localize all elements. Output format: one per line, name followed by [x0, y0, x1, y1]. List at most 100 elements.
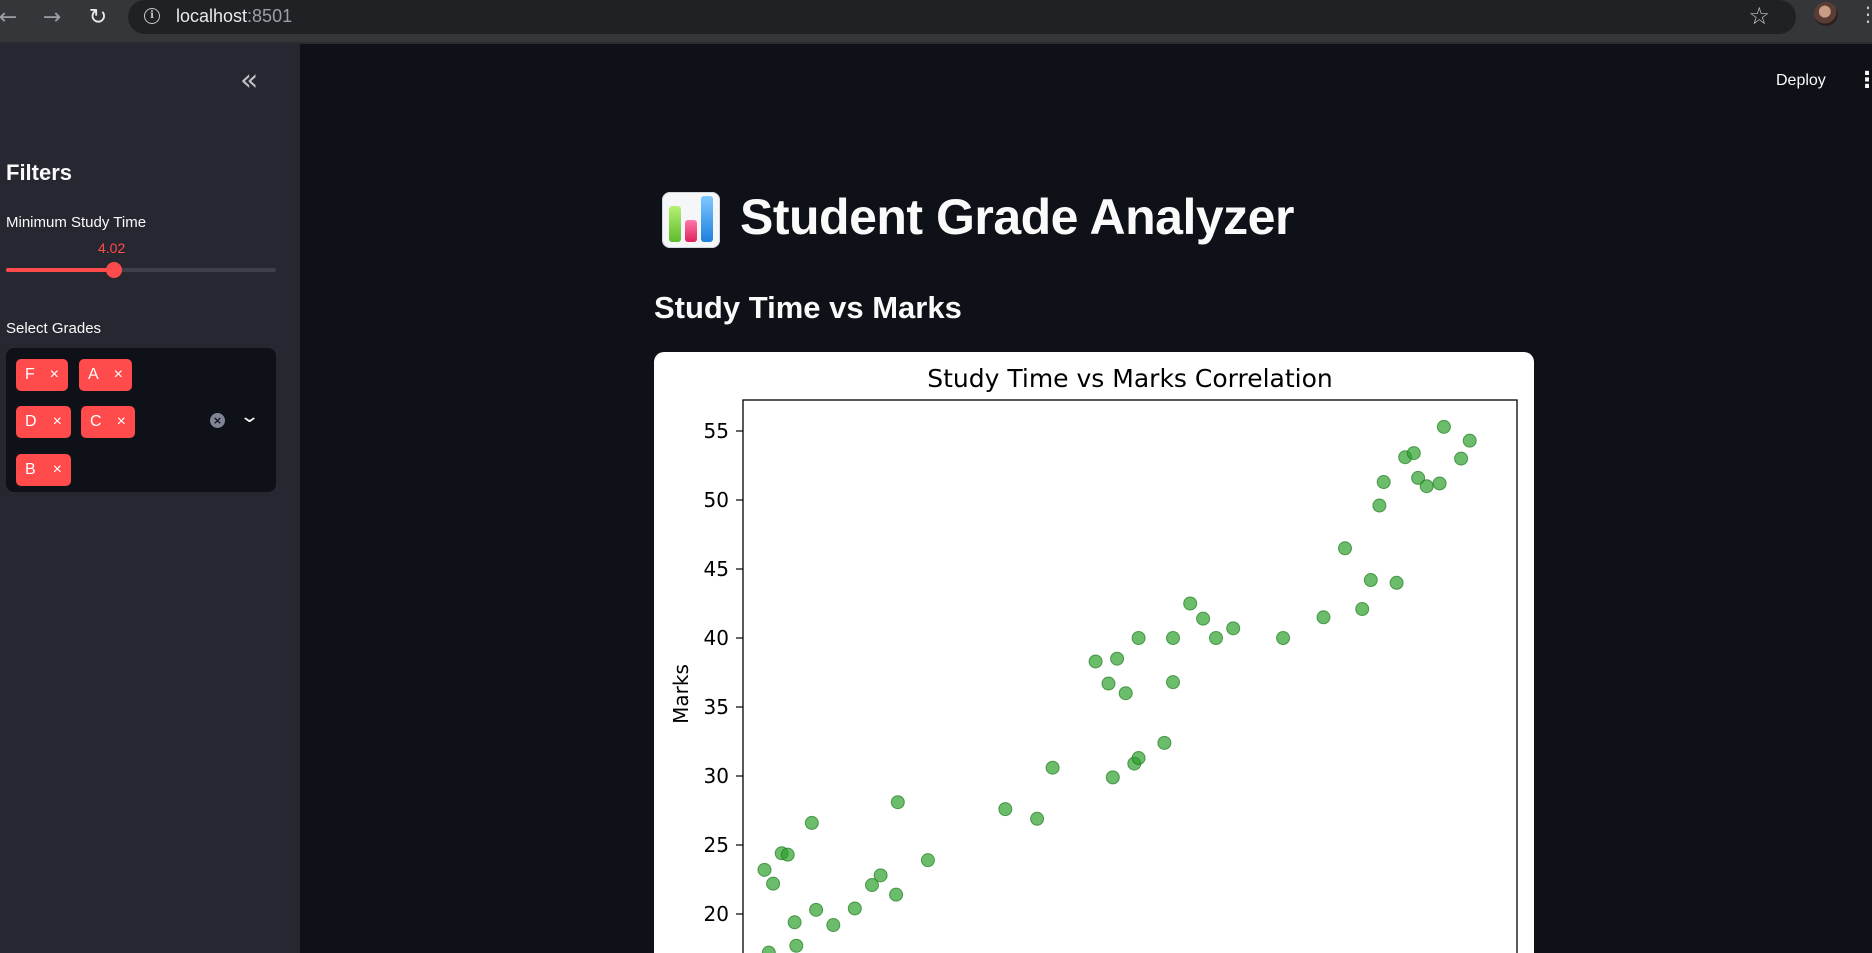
profile-avatar[interactable] [1814, 2, 1838, 26]
scatter-point [889, 887, 904, 902]
scatter-point [1166, 631, 1180, 645]
url-host: localhost [176, 6, 248, 26]
scatter-point [757, 862, 772, 877]
scatter-point [1355, 602, 1370, 617]
deploy-button[interactable]: Deploy [1776, 72, 1826, 89]
scatter-point [1209, 631, 1223, 645]
scatter-point [865, 878, 879, 893]
y-tick-label: 20 [704, 902, 729, 926]
section-subheader: Study Time vs Marks [654, 290, 962, 325]
grade-tag-f: F × [16, 359, 68, 391]
y-tick-label: 40 [704, 626, 729, 650]
address-bar[interactable]: i localhost:8501 ☆ [128, 0, 1796, 34]
info-icon[interactable]: i [144, 8, 160, 24]
scatter-point [1118, 686, 1133, 701]
slider-fill [6, 268, 114, 272]
scatter-point [873, 868, 888, 883]
scatter-point [787, 915, 802, 930]
main-menu-icon[interactable]: ⋮ [1856, 68, 1872, 93]
page-title: Student Grade Analyzer [740, 189, 1294, 245]
star-icon[interactable]: ☆ [1748, 2, 1770, 30]
scatter-point [1101, 676, 1116, 691]
y-tick-label: 25 [704, 833, 729, 857]
filters-heading: Filters [6, 160, 73, 185]
scatter-point [1088, 654, 1103, 669]
clear-all-icon[interactable]: × [210, 413, 225, 428]
remove-tag-icon[interactable]: × [52, 413, 62, 430]
scatter-point [998, 802, 1013, 817]
scatter-point [1226, 621, 1241, 636]
scatter-point [1363, 573, 1378, 588]
remove-tag-icon[interactable]: × [49, 366, 59, 383]
back-arrow-icon[interactable]: ← [0, 5, 18, 30]
scatter-point [847, 901, 862, 916]
scatter-point [1419, 479, 1434, 494]
scatter-point [1376, 475, 1391, 490]
tag-label: D [25, 413, 37, 430]
scatter-points [757, 419, 1477, 953]
scatter-point [809, 902, 824, 917]
scatter-chart: Study Time vs Marks Correlation Marks 20… [654, 352, 1534, 953]
scatter-point [1196, 611, 1211, 626]
min-study-time-slider[interactable] [6, 262, 276, 278]
slider-thumb[interactable] [106, 262, 122, 278]
browser-toolbar: ← → ↻ i localhost:8501 ☆ ⋮ [0, 0, 1872, 44]
tag-label: F [25, 366, 35, 383]
scatter-point [1131, 751, 1146, 766]
scatter-point [780, 847, 795, 862]
grade-tag-c: C × [81, 406, 135, 438]
scatter-point [1131, 631, 1146, 645]
tag-label: C [90, 413, 102, 430]
scatter-point [1432, 476, 1447, 491]
scatter-point [1454, 451, 1469, 466]
scatter-point [1183, 596, 1198, 611]
y-tick-label: 45 [704, 557, 729, 581]
scatter-point [890, 795, 905, 810]
grades-multiselect[interactable]: F × A × D × C × B × × ⌄ [6, 348, 276, 492]
scatter-point [1166, 675, 1180, 690]
y-axis-label: Marks [669, 664, 693, 724]
y-tick-label: 30 [704, 764, 729, 788]
scatter-point [1406, 446, 1421, 461]
remove-tag-icon[interactable]: × [52, 461, 62, 478]
y-axis-ticks: 20 25 30 35 40 45 50 55 [704, 419, 743, 926]
url-text[interactable]: localhost:8501 [176, 6, 292, 27]
scatter-point [766, 876, 781, 891]
chevron-down-icon[interactable]: ⌄ [238, 406, 261, 427]
remove-tag-icon[interactable]: × [116, 413, 126, 430]
reload-icon[interactable]: ↻ [88, 5, 108, 30]
bar-chart-icon [662, 192, 720, 248]
url-port: :8501 [247, 6, 293, 26]
plot-area [742, 399, 1518, 953]
scatter-point [1372, 498, 1387, 513]
scatter-point [1276, 631, 1291, 645]
forward-arrow-icon[interactable]: → [42, 5, 62, 30]
y-tick-label: 55 [704, 419, 729, 443]
remove-tag-icon[interactable]: × [113, 366, 123, 383]
scatter-point [1030, 811, 1045, 826]
y-tick-label: 35 [704, 695, 729, 719]
collapse-sidebar-icon[interactable]: « [240, 63, 259, 98]
scatter-point [1338, 541, 1352, 556]
grade-tag-d: D × [16, 406, 71, 438]
scatter-point [1389, 575, 1404, 590]
scatter-point [804, 815, 819, 830]
tag-label: B [25, 461, 36, 478]
scatter-point [761, 945, 776, 953]
multiselect-label: Select Grades [6, 320, 102, 337]
chart-title: Study Time vs Marks Correlation [927, 364, 1333, 393]
scatter-point [789, 938, 804, 953]
chart-svg: Study Time vs Marks Correlation Marks 20… [669, 364, 1518, 953]
slider-value: 4.02 [98, 240, 126, 256]
scatter-point [1110, 651, 1125, 666]
scatter-point [1105, 770, 1120, 785]
tag-label: A [88, 366, 99, 383]
chrome-menu-icon[interactable]: ⋮ [1858, 2, 1872, 26]
scatter-point [1045, 760, 1060, 775]
scatter-point [1316, 610, 1331, 625]
scatter-point [826, 918, 841, 933]
y-tick-label: 50 [704, 488, 729, 512]
sidebar: « Filters Minimum Study Time 4.02 Select… [0, 44, 300, 953]
scatter-point [1462, 433, 1477, 448]
slider-label: Minimum Study Time [6, 214, 147, 231]
